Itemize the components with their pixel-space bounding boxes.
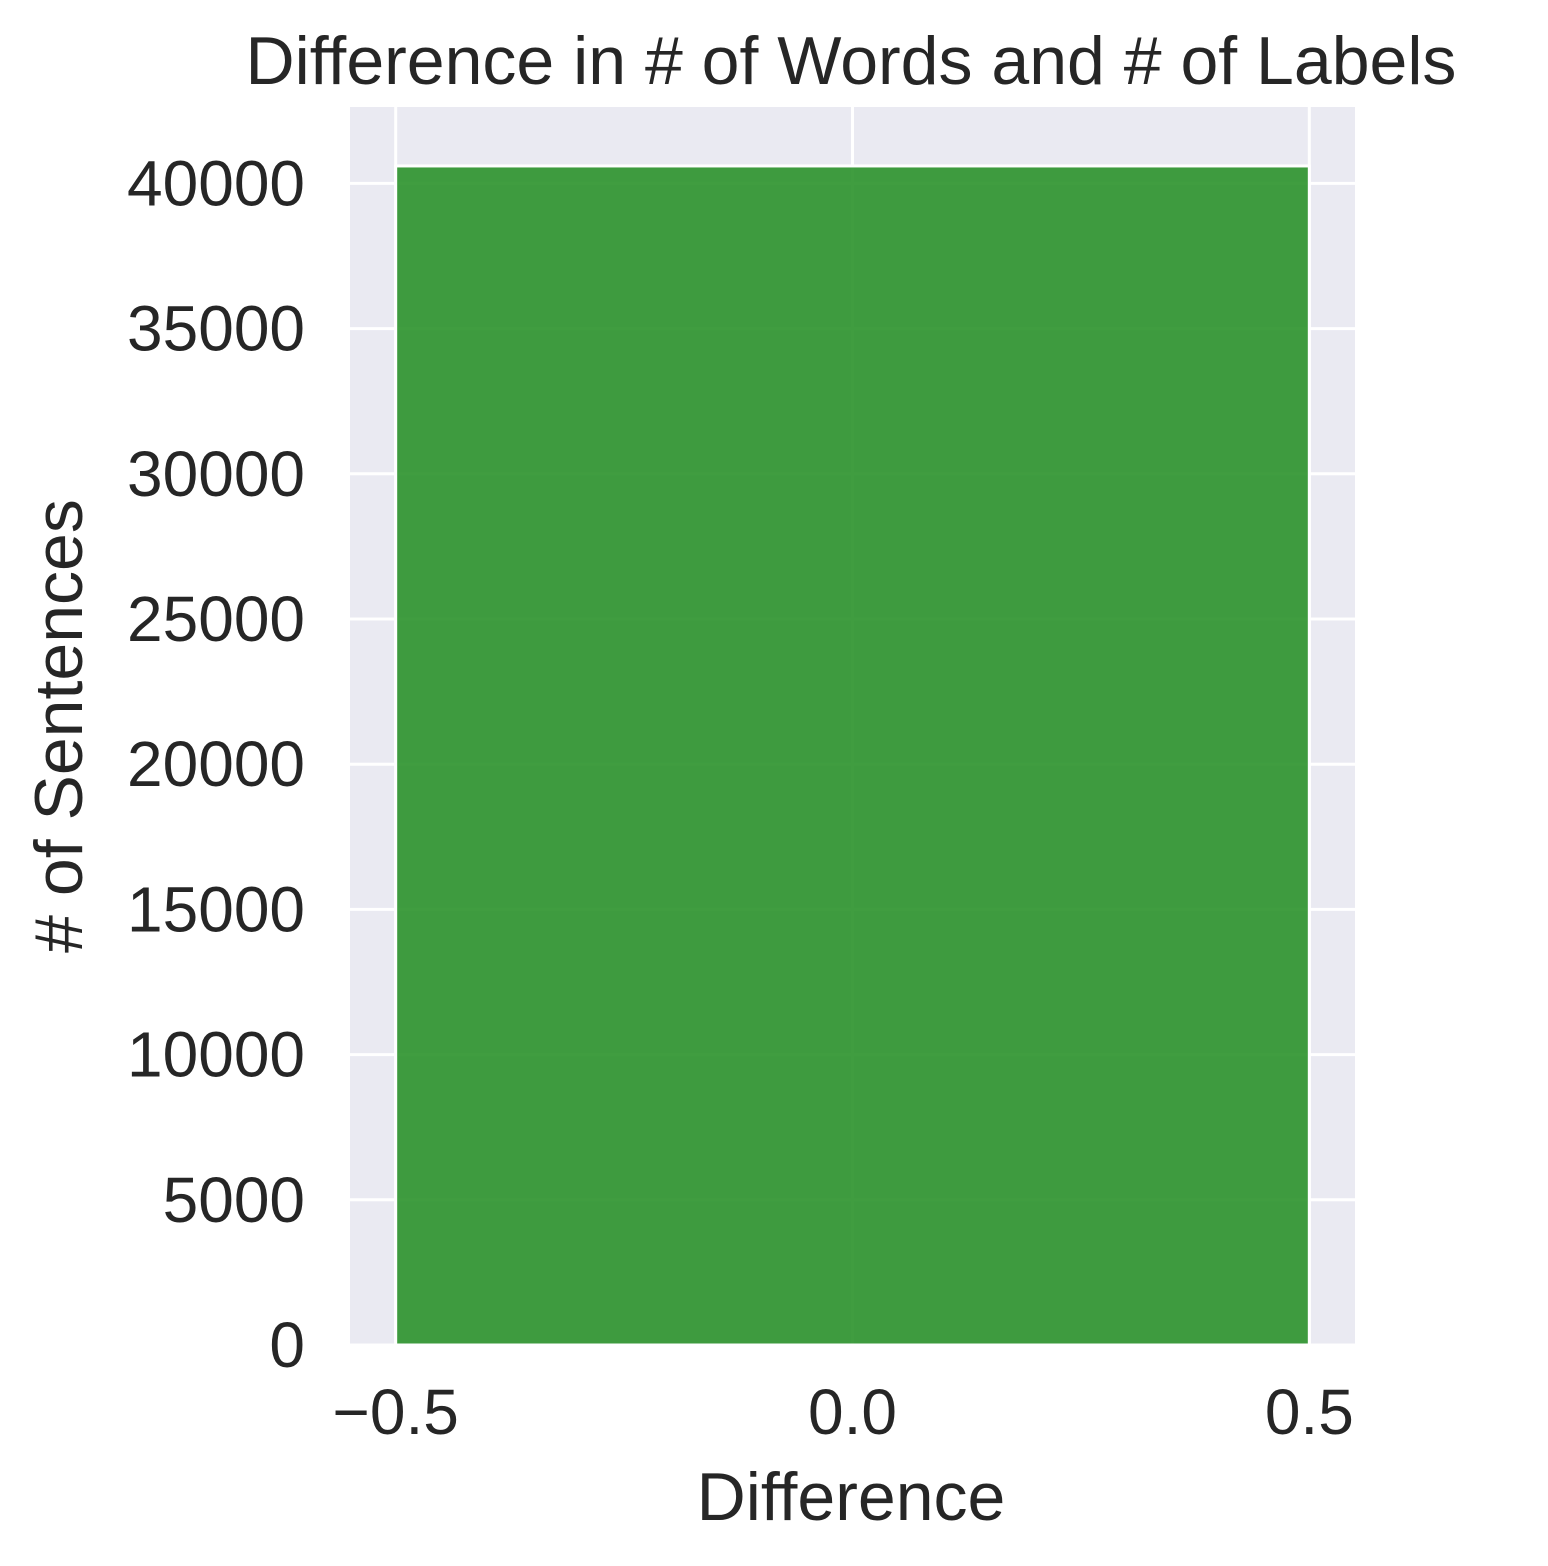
y-tick-label: 40000 — [127, 147, 305, 219]
x-tick-label: 0.0 — [808, 1376, 897, 1448]
y-tick-label: 25000 — [127, 583, 305, 655]
y-tick-label: 15000 — [127, 873, 305, 945]
bars — [394, 164, 1311, 1347]
y-tick-label: 20000 — [127, 728, 305, 800]
x-tick-labels: −0.5 0.0 0.5 — [333, 1376, 1354, 1448]
y-tick-label: 10000 — [127, 1019, 305, 1091]
y-tick-label: 30000 — [127, 438, 305, 510]
histogram-bar — [394, 164, 1311, 1347]
y-tick-label: 35000 — [127, 293, 305, 365]
y-tick-label: 5000 — [163, 1164, 305, 1236]
y-tick-labels: 0 5000 10000 15000 20000 25000 30000 35000 40000 — [127, 147, 305, 1381]
x-tick-label: −0.5 — [333, 1376, 459, 1448]
x-axis-label: Difference — [697, 1459, 1006, 1535]
y-axis-label: # of Sentences — [21, 499, 97, 953]
chart-title: Difference in # of Words and # of Labels — [246, 23, 1457, 99]
y-tick-label: 0 — [269, 1309, 305, 1381]
x-tick-label: 0.5 — [1265, 1376, 1354, 1448]
